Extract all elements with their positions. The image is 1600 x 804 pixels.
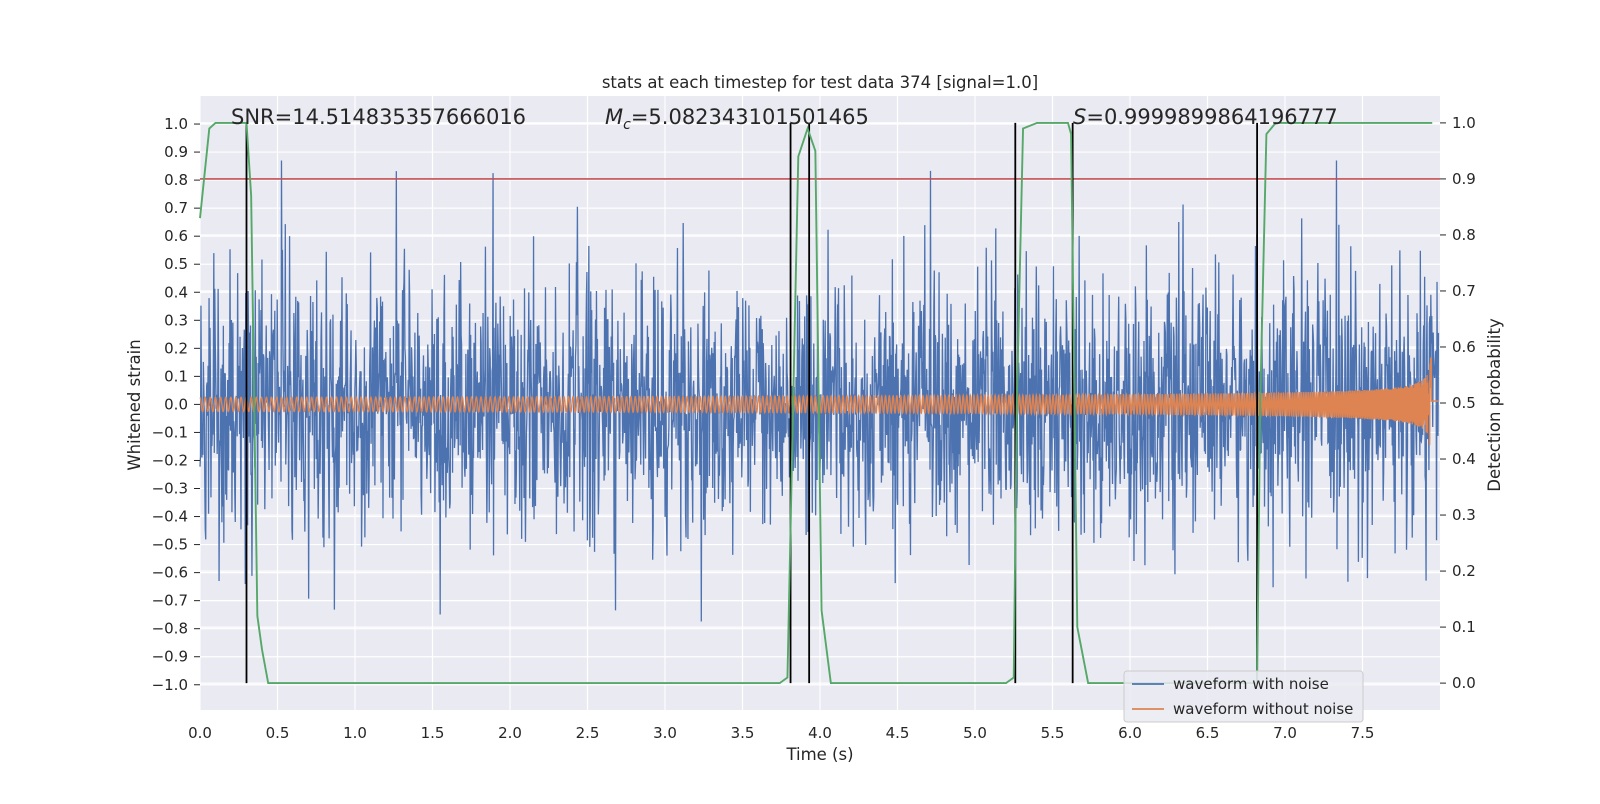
legend: waveform with noise waveform without noi… — [1123, 670, 1364, 723]
x-axis-label: Time (s) — [785, 745, 853, 764]
y-right-axis-label: Detection probability — [1485, 318, 1504, 492]
y-right-tick-label: 0.5 — [1452, 394, 1476, 412]
y-tick-label: 0.4 — [164, 283, 188, 301]
significance-value: =0.9999899864196777 — [1086, 105, 1337, 129]
y-tick-label: −0.8 — [152, 620, 188, 638]
x-tick-label: 4.0 — [808, 724, 832, 742]
y-right-tick-label: 0.9 — [1452, 170, 1476, 188]
x-tick-label: 1.0 — [343, 724, 367, 742]
y-right-axis-ticks: 1.0 0.9 0.8 0.7 0.6 0.5 0.4 0.3 0.2 0.1 0.0 — [1440, 114, 1476, 692]
y-tick-label: −0.5 — [152, 536, 188, 554]
y-tick-label: −0.2 — [152, 451, 188, 469]
significance-symbol: S — [1073, 105, 1086, 129]
y-right-tick-label: 0.3 — [1452, 506, 1476, 524]
y-tick-label: 0.9 — [164, 143, 188, 161]
chart-title: stats at each timestep for test data 374… — [602, 73, 1038, 92]
x-tick-label: 7.0 — [1273, 724, 1297, 742]
y-right-tick-label: 0.0 — [1452, 674, 1476, 692]
chirp-mass-value: =5.082343101501465 — [631, 105, 869, 129]
y-tick-label: −0.1 — [152, 423, 188, 441]
y-tick-label: −0.6 — [152, 564, 188, 582]
y-tick-label: 1.0 — [164, 115, 188, 133]
x-tick-label: 1.5 — [421, 724, 445, 742]
y-tick-label: −0.7 — [152, 592, 188, 610]
x-tick-label: 5.0 — [963, 724, 987, 742]
x-tick-label: 0.0 — [188, 724, 212, 742]
y-tick-label: 0.7 — [164, 199, 188, 217]
y-right-tick-label: 0.4 — [1452, 450, 1476, 468]
y-tick-label: −0.9 — [152, 648, 188, 666]
x-tick-label: 6.5 — [1196, 724, 1220, 742]
x-tick-label: 2.0 — [498, 724, 522, 742]
y-tick-label: 0.5 — [164, 255, 188, 273]
x-tick-label: 5.5 — [1041, 724, 1065, 742]
x-axis-ticks: 0.0 0.5 1.0 1.5 2.0 2.5 3.0 3.5 4.0 4.5 5.0 5.5 6.0 6… — [188, 724, 1374, 742]
y-tick-label: 0.3 — [164, 311, 188, 329]
y-right-tick-label: 0.2 — [1452, 562, 1476, 580]
y-right-tick-label: 0.1 — [1452, 618, 1476, 636]
y-tick-label: 0.8 — [164, 171, 188, 189]
y-tick-label: −0.4 — [152, 508, 188, 526]
y-tick-label: 0.1 — [164, 367, 188, 385]
y-tick-label: 0.2 — [164, 339, 188, 357]
significance-annotation: S=0.9999899864196777 — [1073, 105, 1338, 129]
y-right-tick-label: 1.0 — [1452, 114, 1476, 132]
y-right-tick-label: 0.7 — [1452, 282, 1476, 300]
y-right-tick-label: 0.6 — [1452, 338, 1476, 356]
x-tick-label: 3.0 — [653, 724, 677, 742]
y-axis-label: Whitened strain — [125, 339, 144, 470]
y-axis-ticks: 1.0 0.9 0.8 0.7 0.6 0.5 0.4 0.3 0.2 0.1 0.0 −0.1 −0.… — [152, 115, 200, 694]
x-tick-label: 3.5 — [731, 724, 755, 742]
legend-label-noise: waveform with noise — [1173, 675, 1329, 693]
x-tick-label: 6.0 — [1118, 724, 1142, 742]
snr-annotation: SNR=14.514835357666016 — [231, 105, 526, 129]
y-tick-label: 0.0 — [164, 395, 188, 413]
x-tick-label: 0.5 — [266, 724, 290, 742]
y-tick-label: −1.0 — [152, 676, 188, 694]
y-tick-label: −0.3 — [152, 480, 188, 498]
x-tick-label: 2.5 — [576, 724, 600, 742]
x-tick-label: 4.5 — [886, 724, 910, 742]
x-tick-label: 7.5 — [1351, 724, 1375, 742]
y-tick-label: 0.6 — [164, 227, 188, 245]
legend-box — [1123, 670, 1364, 723]
y-right-tick-label: 0.8 — [1452, 226, 1476, 244]
legend-label-no-noise: waveform without noise — [1173, 700, 1353, 718]
chirp-mass-symbol: M — [605, 105, 623, 129]
chirp-mass-annotation: Mc=5.082343101501465 — [605, 105, 869, 133]
chirp-mass-subscript: c — [623, 117, 631, 133]
